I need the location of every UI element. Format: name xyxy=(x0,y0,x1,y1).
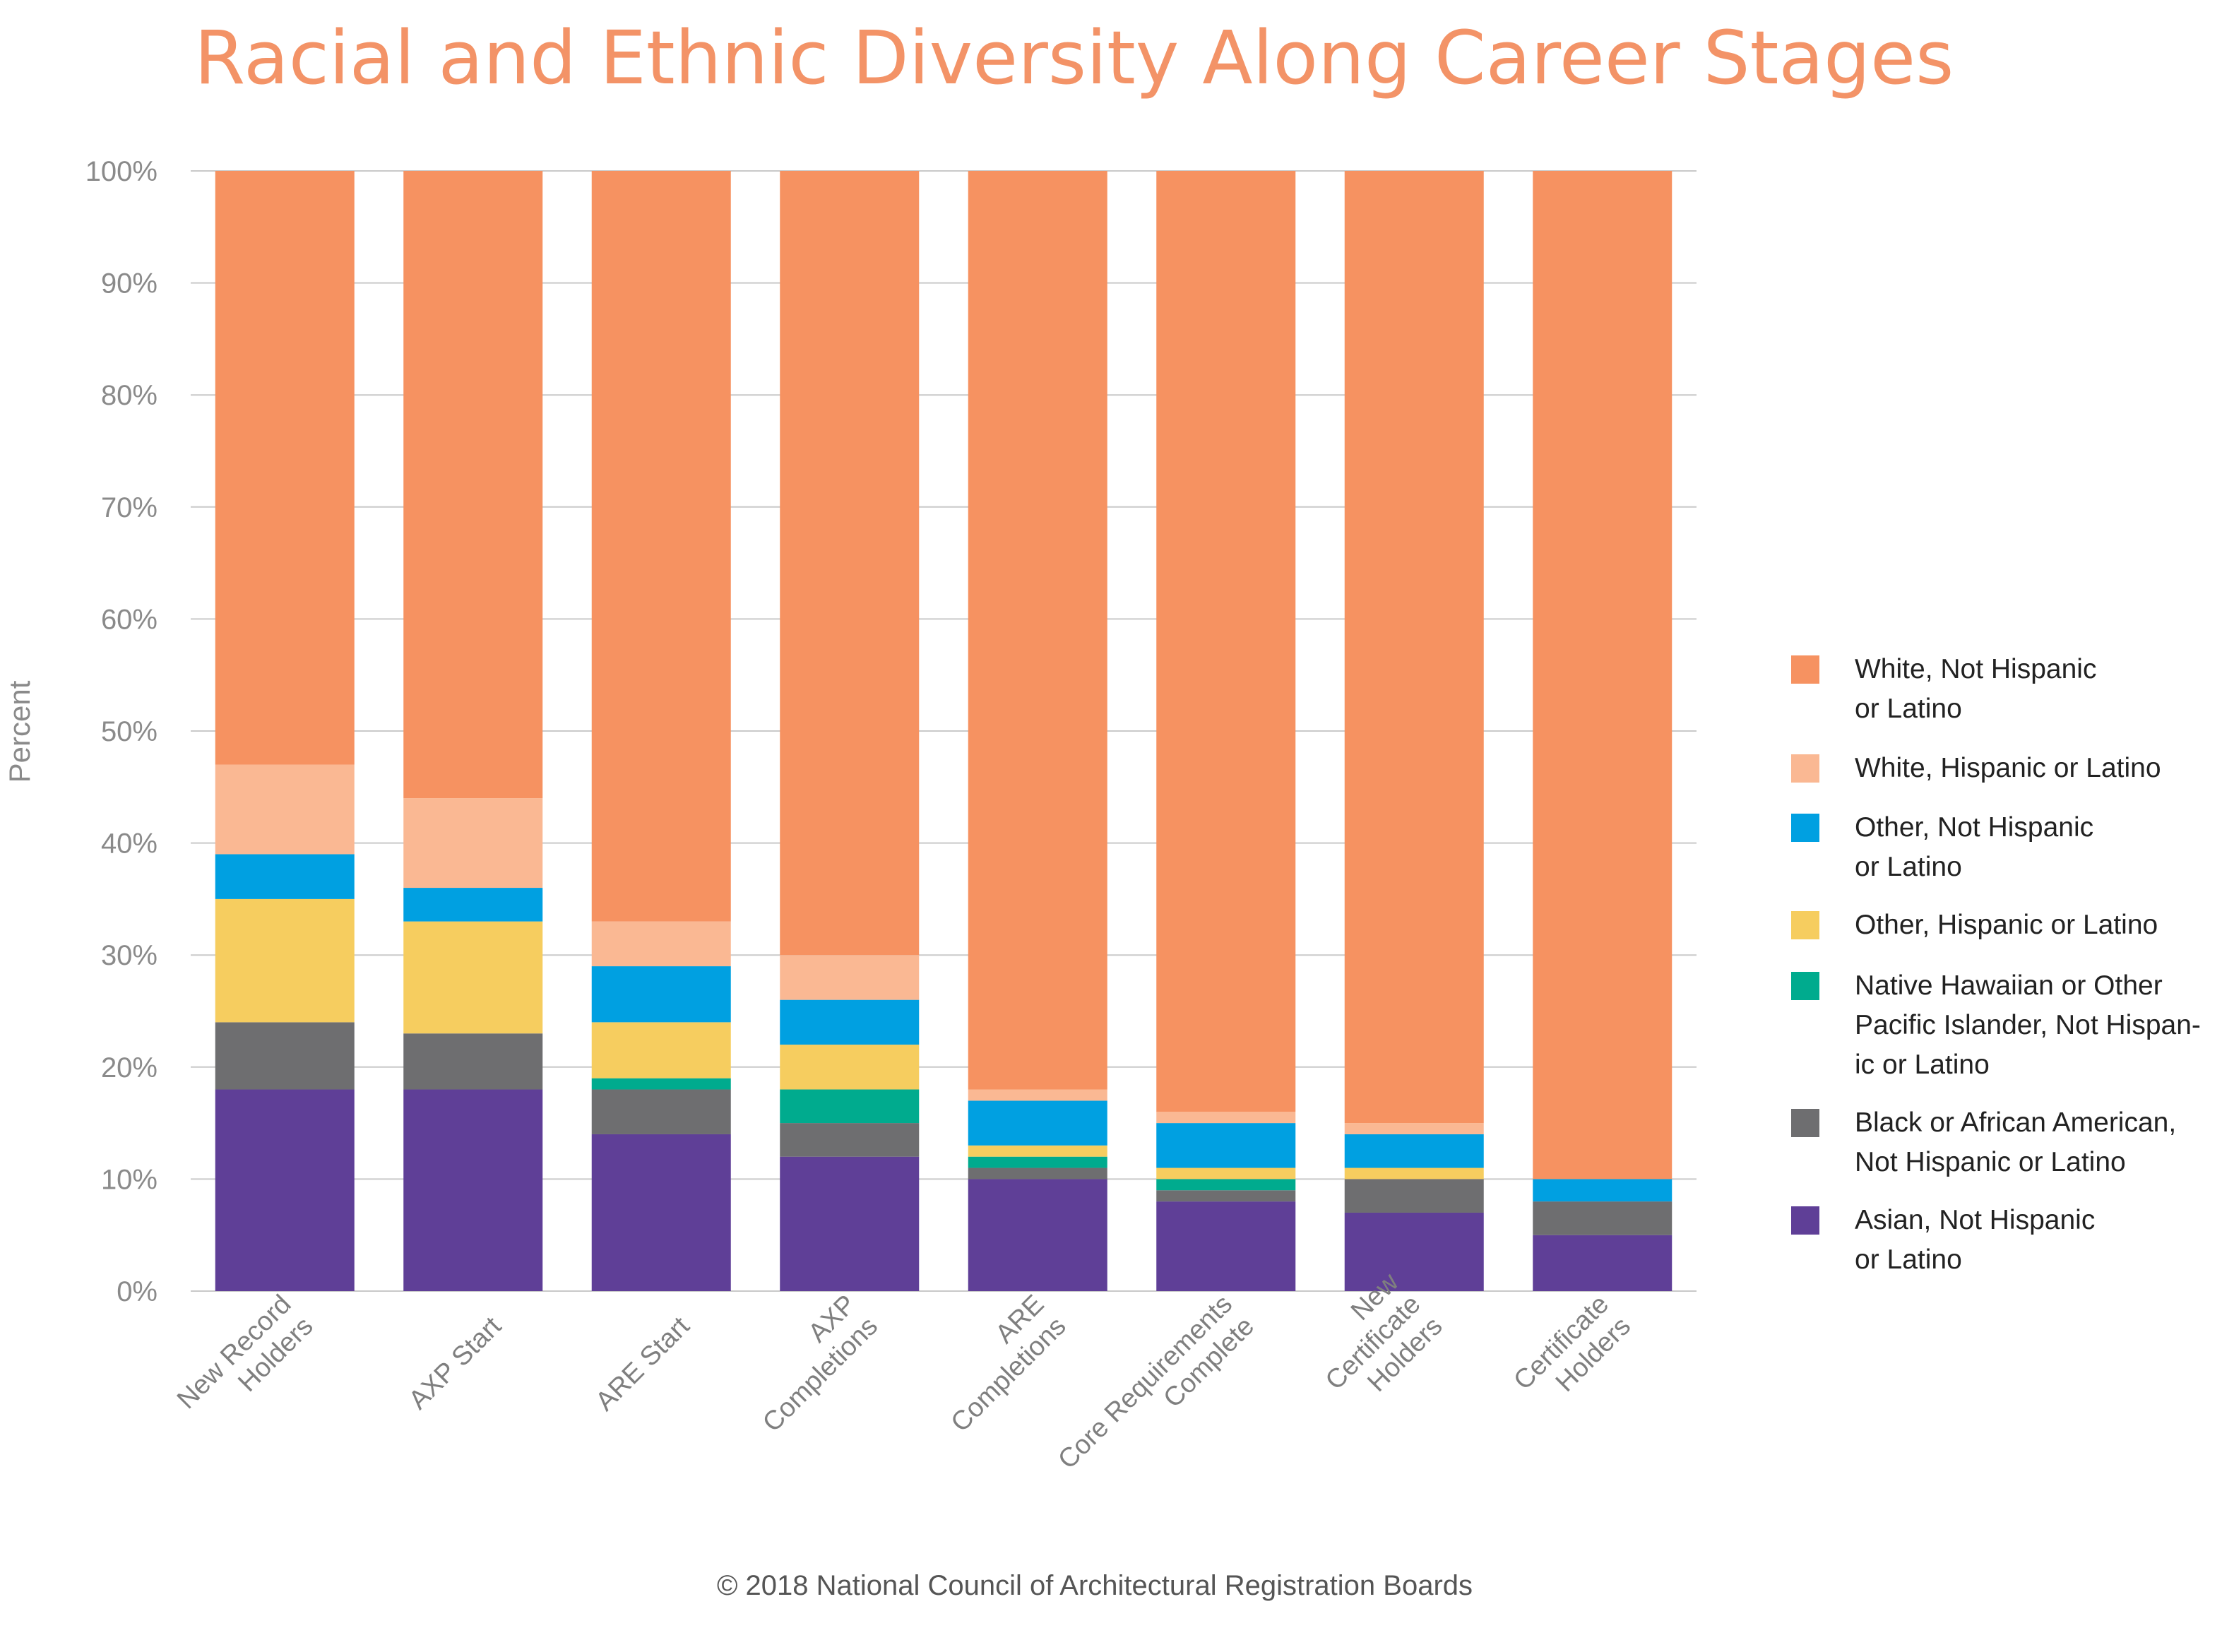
bar-segment xyxy=(403,798,543,889)
bar-segment xyxy=(1344,1167,1484,1179)
bar-segment xyxy=(215,854,355,899)
bar-segment xyxy=(403,1089,543,1291)
y-tick-label: 70% xyxy=(101,492,158,523)
legend-label: Pacific Islander, Not Hispan- xyxy=(1855,1010,2201,1040)
bar-segment xyxy=(215,764,355,855)
bar-segment xyxy=(968,1156,1107,1168)
y-axis-ticks: 0% 10% 20% 30% 40% 50% 60% 70% 80% 90% 100% xyxy=(85,156,158,1307)
legend-label: or Latino xyxy=(1855,852,1962,882)
legend-swatch xyxy=(1791,1109,1819,1137)
y-tick-label: 30% xyxy=(101,940,158,971)
bar-segment xyxy=(968,1145,1107,1157)
bar-segment xyxy=(1344,1179,1484,1213)
bar-segment xyxy=(968,1179,1107,1291)
y-tick-label: 40% xyxy=(101,828,158,860)
bar-segment xyxy=(1156,171,1296,1112)
bar-segment xyxy=(1156,1179,1296,1191)
x-tick-label-line: AXP Start xyxy=(403,1311,508,1415)
y-tick-label: 100% xyxy=(85,156,158,187)
legend-label: Native Hawaiian or Other xyxy=(1855,970,2163,1001)
bar-segment xyxy=(968,1100,1107,1146)
bars xyxy=(215,171,1672,1291)
bar-segment xyxy=(591,1078,731,1090)
x-tick-label-line: ARE Start xyxy=(590,1311,695,1416)
bar-segment xyxy=(1533,1201,1672,1235)
bar-segment xyxy=(968,171,1107,1090)
bar-segment xyxy=(591,921,731,967)
bar-segment xyxy=(1156,1123,1296,1168)
bar-segment xyxy=(215,171,355,765)
bar-segment xyxy=(591,966,731,1023)
bar-segment xyxy=(1344,1134,1484,1168)
legend-label: White, Hispanic or Latino xyxy=(1855,753,2161,783)
bar-segment xyxy=(403,888,543,922)
bar-segment xyxy=(780,1123,920,1157)
bar-segment xyxy=(1156,1201,1296,1291)
bar-segment xyxy=(1344,1123,1484,1134)
x-tick-label: ARE Start xyxy=(590,1311,695,1416)
y-axis-label: Percent xyxy=(3,680,36,783)
legend-swatch xyxy=(1791,972,1819,1000)
bar-segment xyxy=(1156,1112,1296,1124)
legend-swatch xyxy=(1791,655,1819,684)
bar-segment xyxy=(1344,1212,1484,1291)
legend-label: Not Hispanic or Latino xyxy=(1855,1147,2126,1177)
bar-segment xyxy=(780,1156,920,1291)
bar-segment xyxy=(968,1089,1107,1101)
chart-title: Racial and Ethnic Diversity Along Career… xyxy=(194,15,1954,101)
y-tick-label: 50% xyxy=(101,716,158,747)
legend-label: Other, Hispanic or Latino xyxy=(1855,910,2158,940)
y-tick-label: 0% xyxy=(117,1276,158,1307)
bar-segment xyxy=(1533,1179,1672,1202)
x-tick-label: AXP Start xyxy=(403,1311,508,1415)
bar-segment xyxy=(215,898,355,1023)
legend-swatch xyxy=(1791,911,1819,939)
legend-label: or Latino xyxy=(1855,1244,1962,1275)
legend-label: Asian, Not Hispanic xyxy=(1855,1205,2095,1235)
bar-segment xyxy=(403,1033,543,1090)
bar-segment xyxy=(1533,171,1672,1179)
bar-segment xyxy=(403,171,543,799)
legend-label: Other, Not Hispanic xyxy=(1855,812,2093,843)
bar-segment xyxy=(215,1022,355,1090)
y-tick-label: 10% xyxy=(101,1164,158,1195)
x-tick-label-line: Core Requirements xyxy=(1052,1290,1238,1475)
legend-label: White, Not Hispanic xyxy=(1855,654,2096,684)
y-tick-label: 60% xyxy=(101,604,158,635)
bar-segment xyxy=(780,171,920,956)
y-tick-label: 90% xyxy=(101,268,158,299)
copyright-footer: © 2018 National Council of Architectural… xyxy=(717,1570,1473,1601)
legend-label: ic or Latino xyxy=(1855,1050,1990,1080)
bar-segment xyxy=(591,171,731,922)
bar-segment xyxy=(591,1089,731,1134)
bar-segment xyxy=(780,999,920,1045)
bar-segment xyxy=(968,1167,1107,1179)
legend-swatch xyxy=(1791,754,1819,783)
bar-segment xyxy=(403,921,543,1034)
legend-label: or Latino xyxy=(1855,694,1962,724)
bar-segment xyxy=(591,1134,731,1291)
bar-segment xyxy=(1156,1167,1296,1179)
legend: White, Not Hispanic or Latino White, Hispa… xyxy=(1791,654,2201,1275)
bar-segment xyxy=(1533,1235,1672,1291)
bar-segment xyxy=(1156,1190,1296,1202)
bar-segment xyxy=(591,1022,731,1078)
legend-swatch xyxy=(1791,1206,1819,1235)
bar-segment xyxy=(215,1089,355,1291)
bar-segment xyxy=(780,1045,920,1090)
y-tick-label: 20% xyxy=(101,1052,158,1083)
bar-segment xyxy=(780,955,920,1000)
y-tick-label: 80% xyxy=(101,380,158,411)
legend-swatch xyxy=(1791,814,1819,842)
bar-segment xyxy=(780,1089,920,1124)
legend-label: Black or African American, xyxy=(1855,1107,2176,1138)
bar-segment xyxy=(1344,171,1484,1124)
